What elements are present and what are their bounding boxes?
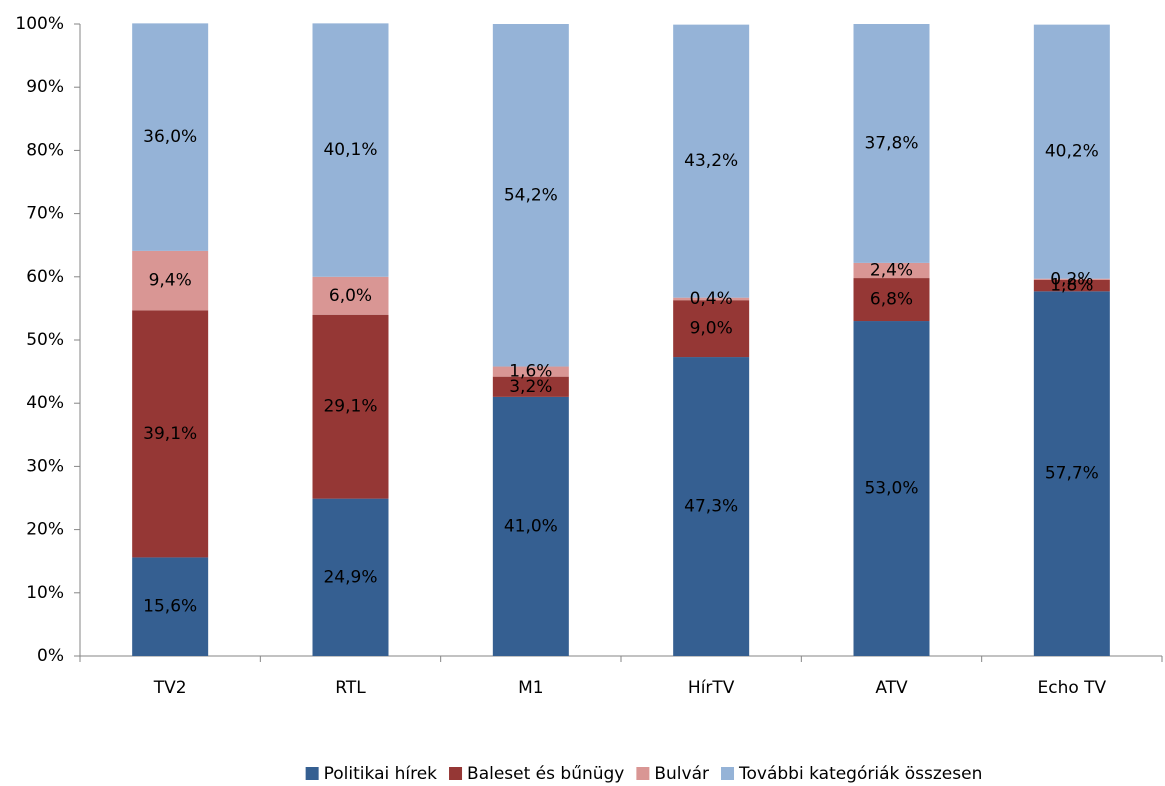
- y-tick-label: 80%: [26, 140, 64, 160]
- bar-segment: [673, 357, 750, 656]
- data-label: 1,6%: [509, 362, 552, 382]
- x-tick-label: ATV: [875, 678, 908, 698]
- x-tick-label: M1: [518, 678, 543, 698]
- bar-segment: [312, 276, 389, 315]
- bar-segment: [853, 262, 930, 279]
- bar-segment: [492, 24, 569, 367]
- data-label: 1,8%: [1050, 276, 1093, 296]
- data-label: 9,4%: [149, 271, 192, 291]
- bar-segment: [853, 321, 930, 656]
- bar-segment: [853, 24, 930, 263]
- bar-segment: [312, 498, 389, 656]
- y-tick-label: 10%: [26, 583, 64, 603]
- legend-swatch: [721, 767, 735, 780]
- data-label: 2,4%: [870, 260, 913, 280]
- legend-label: További kategóriák összesen: [738, 764, 982, 784]
- data-label: 39,1%: [143, 424, 197, 444]
- bar-segment: [132, 23, 209, 251]
- x-tick-label: TV2: [153, 678, 187, 698]
- bar-segment: [312, 23, 389, 277]
- bar-segment: [492, 396, 569, 656]
- data-label: 57,7%: [1045, 464, 1099, 484]
- bar-segment: [673, 24, 750, 298]
- bar-segment: [132, 250, 209, 311]
- legend-swatch: [636, 767, 650, 780]
- data-label: 37,8%: [864, 133, 918, 153]
- data-label: 40,1%: [323, 140, 377, 160]
- bar-segment: [1033, 279, 1110, 292]
- x-tick-label: HírTV: [688, 678, 735, 698]
- bar-segment: [132, 310, 209, 558]
- legend: Politikai hírek Baleset és bűnügy Bulvár To…: [305, 764, 982, 784]
- data-label: 6,8%: [870, 290, 913, 310]
- legend-label: Bulvár: [654, 764, 709, 784]
- bar-segment: [492, 376, 569, 397]
- data-label: 54,2%: [504, 185, 558, 205]
- data-label: 0,2%: [1050, 269, 1093, 289]
- bar-segment: [312, 314, 389, 499]
- y-tick-label: 60%: [26, 267, 64, 287]
- data-label: 24,9%: [323, 567, 377, 587]
- y-tick-label: 30%: [26, 456, 64, 476]
- x-tick-label: RTL: [335, 678, 366, 698]
- y-tick-label: 90%: [26, 77, 64, 97]
- y-tick-label: 40%: [26, 393, 64, 413]
- bar-segment: [1033, 278, 1110, 280]
- bar-segment: [132, 557, 209, 656]
- bar-segment: [492, 366, 569, 377]
- data-label: 40,2%: [1045, 142, 1099, 162]
- legend-label: Baleset és bűnügy: [467, 764, 624, 784]
- data-label: 15,6%: [143, 597, 197, 617]
- data-label: 3,2%: [509, 377, 552, 397]
- bar-segment: [853, 278, 930, 322]
- data-label: 36,0%: [143, 127, 197, 147]
- data-label: 29,1%: [323, 397, 377, 417]
- bar-segment: [1033, 24, 1110, 279]
- data-label: 41,0%: [504, 516, 558, 536]
- legend-swatch: [449, 767, 463, 780]
- legend-swatch: [305, 767, 319, 780]
- bar-segment: [1033, 291, 1110, 656]
- bar-segment: [673, 300, 750, 358]
- data-label: 53,0%: [864, 479, 918, 499]
- data-label: 9,0%: [690, 319, 733, 339]
- x-tick-label: Echo TV: [1037, 678, 1106, 698]
- data-label: 6,0%: [329, 286, 372, 306]
- legend-label: Politikai hírek: [324, 764, 438, 784]
- data-label: 43,2%: [684, 151, 738, 171]
- data-label: 0,4%: [690, 289, 733, 309]
- y-tick-label: 20%: [26, 520, 64, 540]
- bar-segment: [673, 297, 750, 301]
- y-tick-label: 0%: [37, 646, 64, 666]
- y-tick-label: 50%: [26, 330, 64, 350]
- y-tick-label: 100%: [15, 14, 64, 34]
- y-tick-label: 70%: [26, 204, 64, 224]
- data-label: 47,3%: [684, 497, 738, 517]
